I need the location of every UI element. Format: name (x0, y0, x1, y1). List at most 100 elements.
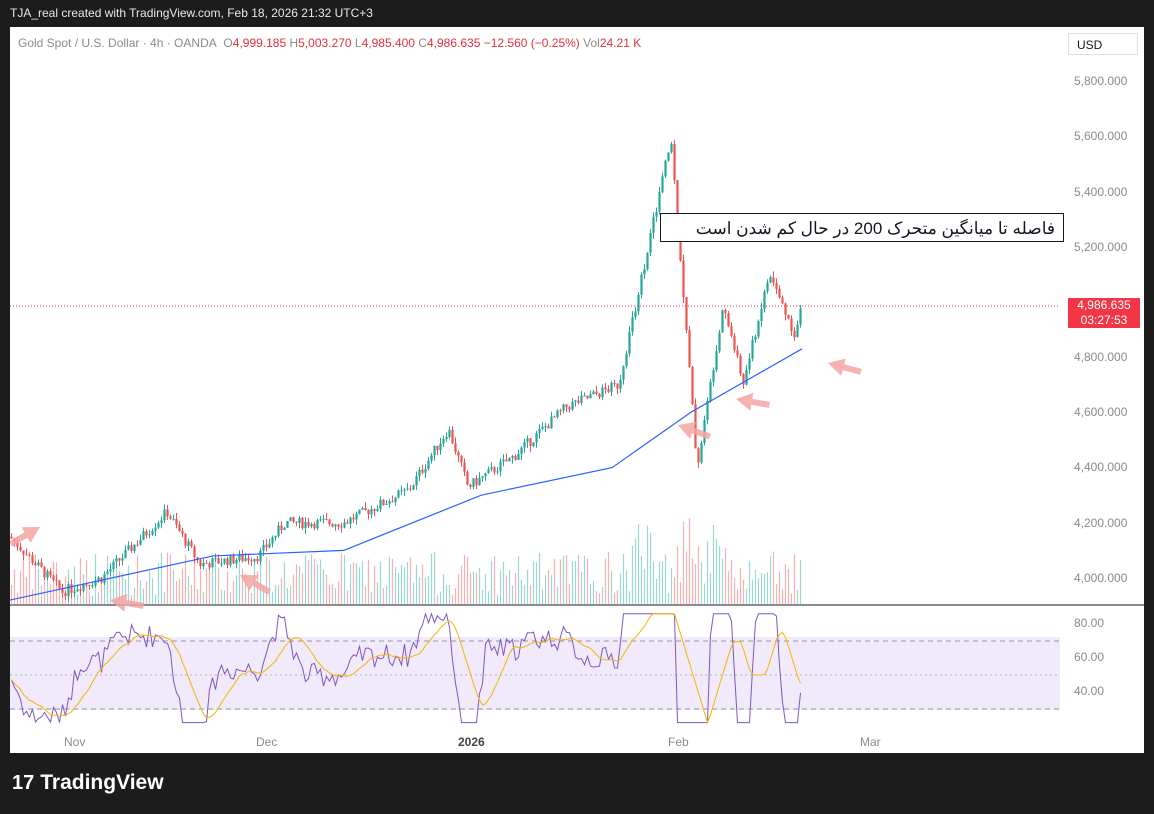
chart-panel[interactable]: Gold Spot / U.S. Dollar · 4h · OANDA O4,… (10, 27, 1144, 753)
volume-bar (613, 592, 616, 604)
candle-body (673, 143, 676, 181)
candle-body (787, 314, 790, 319)
volume-bar (439, 591, 442, 604)
volume-bar (739, 568, 742, 604)
volume-bar (25, 577, 28, 604)
volume-bar (544, 575, 547, 604)
chart-canvas[interactable] (10, 27, 1144, 753)
candle-body (679, 224, 682, 261)
volume-bar (436, 594, 439, 604)
volume-bar (340, 553, 343, 604)
volume-bar (589, 583, 592, 604)
tradingview-logo: 17 TradingView (12, 771, 164, 794)
volume-bar (385, 585, 388, 604)
volume-bar (181, 568, 184, 604)
candle-body (667, 152, 670, 161)
volume-bar (784, 564, 787, 604)
candle-body (361, 507, 364, 510)
volume-bar (685, 551, 688, 604)
candle-body (754, 336, 757, 340)
candle-body (601, 387, 604, 398)
candle-body (337, 524, 340, 527)
candle-body (466, 471, 469, 485)
candle-body (94, 580, 97, 586)
volume-bar (394, 567, 397, 604)
volume-bar (151, 578, 154, 604)
candle-body (424, 468, 427, 473)
volume-bar (79, 558, 82, 604)
candle-body (304, 521, 307, 529)
volume-bar (214, 554, 217, 604)
candle-body (598, 393, 601, 398)
volume-bar (532, 561, 535, 604)
volume-bar (505, 575, 508, 604)
volume-bar (595, 591, 598, 604)
candle-body (76, 589, 79, 592)
candle-body (478, 477, 481, 486)
volume-bar (418, 577, 421, 604)
volume-bar (718, 546, 721, 604)
rsi-tick-80: 80.00 (1074, 616, 1105, 630)
candle-body (661, 176, 664, 193)
volume-bar (793, 554, 796, 604)
candle-body (472, 478, 475, 488)
price-tick-5800: 5,800.000 (1074, 74, 1128, 88)
candle-body (547, 426, 550, 429)
candle-body (34, 563, 37, 566)
volume-bar (754, 569, 757, 604)
candle-body (757, 321, 760, 337)
volume-bar (643, 568, 646, 604)
candle-body (622, 366, 625, 380)
volume-bar (307, 560, 310, 604)
volume-bar (700, 562, 703, 604)
volume-bar (481, 589, 484, 604)
volume-bar (514, 573, 517, 604)
currency-button[interactable]: USD (1068, 33, 1138, 55)
candle-body (370, 509, 373, 515)
volume-bar (469, 572, 472, 604)
candle-body (745, 369, 748, 385)
candle-body (118, 558, 121, 561)
volume-bar (295, 564, 298, 604)
volume-bar (154, 594, 157, 604)
volume-bar (169, 554, 172, 604)
annotation-text-box[interactable]: فاصله تا میانگین متحرک 200 در حال کم شدن… (660, 213, 1064, 242)
volume-bar (298, 566, 301, 604)
candle-body (400, 490, 403, 492)
candle-body (514, 456, 517, 460)
volume-bar (64, 576, 67, 604)
symbol-name[interactable]: Gold Spot / U.S. Dollar · 4h · OANDA (18, 36, 217, 50)
candle-body (793, 330, 796, 338)
price-tick-4000: 4,000.000 (1074, 571, 1128, 585)
candle-body (319, 519, 322, 521)
volume-bar (502, 561, 505, 604)
candle-body (517, 454, 520, 460)
candle-body (409, 488, 412, 490)
current-price-tag: 4,986.635 03:27:53 (1068, 298, 1140, 328)
candle-body (367, 509, 370, 515)
volume-bar (13, 569, 16, 604)
candle-body (397, 490, 400, 498)
volume-bar (166, 552, 169, 604)
high-label: H (289, 36, 299, 50)
volume-bar (655, 578, 658, 604)
candle-body (454, 443, 457, 452)
candle-body (64, 592, 67, 597)
volume-bar (40, 585, 43, 604)
volume-bar (568, 584, 571, 604)
candle-body (85, 584, 88, 586)
candle-body (505, 459, 508, 462)
volume-bar (490, 560, 493, 604)
candle-body (430, 455, 433, 461)
candle-body (355, 513, 358, 520)
candle-body (346, 522, 349, 524)
volume-bar (553, 559, 556, 604)
volume-bar (391, 558, 394, 604)
candle-body (769, 277, 772, 283)
candle-body (481, 476, 484, 478)
volume-bar (184, 554, 187, 604)
volume-bar (694, 563, 697, 604)
current-price: 4,986.635 (1077, 298, 1131, 312)
volume-bar (322, 569, 325, 604)
volume-bar (130, 595, 133, 604)
